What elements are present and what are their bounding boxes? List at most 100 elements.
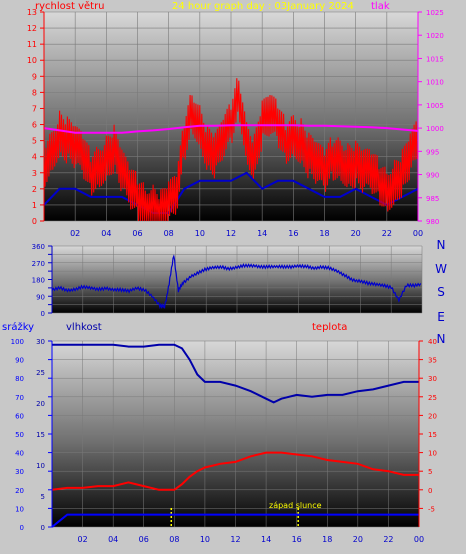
hour-tick-label: 04 <box>101 229 111 238</box>
rain-tick-label: 20 <box>15 487 24 495</box>
pressure-line <box>43 124 419 134</box>
wind-direction-line <box>51 254 422 310</box>
humidity-tick-label: 5 <box>41 493 45 501</box>
temperature-tick-label: 35 <box>428 357 437 365</box>
temperature-tick-label: 10 <box>428 450 437 458</box>
hour-tick-label: 20 <box>353 535 363 544</box>
pressure-tick-label: 1025 <box>426 9 444 17</box>
wind-tick-label: 6 <box>32 121 37 130</box>
direction-series <box>51 254 422 310</box>
hour-tick-label: 06 <box>139 535 149 544</box>
hour-tick-label: 12 <box>226 229 236 238</box>
humidity-tick-label: 10 <box>36 462 45 470</box>
hour-tick-label: 12 <box>230 535 240 544</box>
hour-tick-label: 16 <box>288 229 298 238</box>
rain-tick-label: 90 <box>15 357 24 365</box>
hour-tick-label: 14 <box>257 229 267 238</box>
direction-tick-label: 0 <box>41 310 45 318</box>
wind-tick-label: 8 <box>32 88 37 97</box>
wind-minimum-line <box>43 171 419 214</box>
pressure-tick-label: 1020 <box>426 32 444 40</box>
hour-tick-label: 06 <box>132 229 142 238</box>
wind-axis-label: rychlost větru <box>35 0 105 12</box>
rain-line <box>51 513 419 528</box>
compass-label: S <box>437 285 445 299</box>
hour-tick-label: 14 <box>261 535 271 544</box>
rain-tick-label: 100 <box>11 338 24 346</box>
hour-tick-label: 08 <box>164 229 174 238</box>
temperature-tick-label: 20 <box>428 412 437 420</box>
wind-tick-label: 5 <box>32 137 37 146</box>
wind-tick-label: 10 <box>27 56 37 65</box>
compass-label: W <box>435 262 447 276</box>
chart-title: 24 hour graph day : 03January 2024 <box>172 1 354 12</box>
rain-tick-label: 60 <box>15 412 24 420</box>
temperature-tick-label: 15 <box>428 431 437 439</box>
temperature-axis-label: teplota <box>312 322 347 333</box>
climate-series <box>51 343 419 528</box>
compass-label: N <box>437 238 446 252</box>
wind-tick-label: 7 <box>32 104 37 113</box>
hour-tick-label: 02 <box>70 229 80 238</box>
wind-tick-label: 0 <box>32 217 37 226</box>
temperature-tick-label: 40 <box>428 338 437 346</box>
pressure-tick-label: 1010 <box>426 79 444 87</box>
direction-grid <box>52 245 423 314</box>
hour-tick-label: 00 <box>413 229 423 238</box>
climate-axes: 0102030405060708090100051015202530-50510… <box>11 338 437 544</box>
hour-tick-label: 22 <box>382 229 392 238</box>
direction-tick-label: 270 <box>32 260 45 268</box>
wind-tick-label: 9 <box>32 72 37 81</box>
humidity-tick-label: 20 <box>36 400 45 408</box>
pressure-tick-label: 1000 <box>426 125 444 133</box>
direction-tick-label: 360 <box>32 243 45 251</box>
pressure-tick-label: 1015 <box>426 55 444 63</box>
hour-tick-label: 02 <box>77 535 87 544</box>
humidity-tick-label: 30 <box>36 338 45 346</box>
rain-tick-label: 40 <box>15 450 24 458</box>
wind-tick-label: 1 <box>32 201 37 210</box>
temperature-tick-label: 0 <box>428 487 432 495</box>
hour-tick-label: 10 <box>195 229 205 238</box>
hour-tick-label: 18 <box>322 535 332 544</box>
rain-tick-label: 70 <box>15 394 24 402</box>
pressure-tick-label: 1005 <box>426 102 444 110</box>
direction-tick-label: 90 <box>36 293 45 301</box>
temperature-line <box>51 451 419 491</box>
hour-tick-label: 22 <box>383 535 393 544</box>
wind-tick-label: 3 <box>32 169 37 178</box>
rain-tick-label: 10 <box>15 505 24 513</box>
climate-grid <box>52 340 420 528</box>
compass-label: E <box>437 310 445 324</box>
temperature-tick-label: -5 <box>428 505 435 513</box>
wind-axes: 0123456789101112139809859909951000100510… <box>27 8 444 238</box>
humidity-axis-label: vlhkost <box>66 322 102 333</box>
temperature-tick-label: 30 <box>428 375 437 383</box>
direction-tick-label: 180 <box>32 277 45 285</box>
humidity-tick-label: 15 <box>36 431 45 439</box>
rain-tick-label: 0 <box>20 524 24 532</box>
humidity-tick-label: 25 <box>36 369 45 377</box>
sunset-annotation: západ slunce <box>269 501 322 510</box>
pressure-tick-label: 990 <box>426 172 439 180</box>
pressure-tick-label: 980 <box>426 218 439 226</box>
hour-tick-label: 08 <box>169 535 179 544</box>
pressure-tick-label: 995 <box>426 148 439 156</box>
wind-tick-label: 11 <box>27 40 37 49</box>
compass-label: N <box>437 332 446 346</box>
pressure-axis-label: tlak <box>371 1 390 12</box>
wind-tick-label: 2 <box>32 185 37 194</box>
wind-tick-label: 4 <box>32 153 37 162</box>
rain-tick-label: 80 <box>15 375 24 383</box>
hour-tick-label: 16 <box>292 535 302 544</box>
wind-series <box>43 78 419 222</box>
wind-tick-label: 13 <box>27 8 37 17</box>
hour-tick-label: 04 <box>108 535 118 544</box>
hour-tick-label: 00 <box>414 535 424 544</box>
rain-humidity-temperature-panel: 0102030405060708090100051015202530-50510… <box>2 321 437 544</box>
temperature-tick-label: 5 <box>428 468 432 476</box>
hour-tick-label: 20 <box>351 229 361 238</box>
wind-speed-line <box>43 78 418 222</box>
wind-tick-label: 12 <box>27 24 37 33</box>
